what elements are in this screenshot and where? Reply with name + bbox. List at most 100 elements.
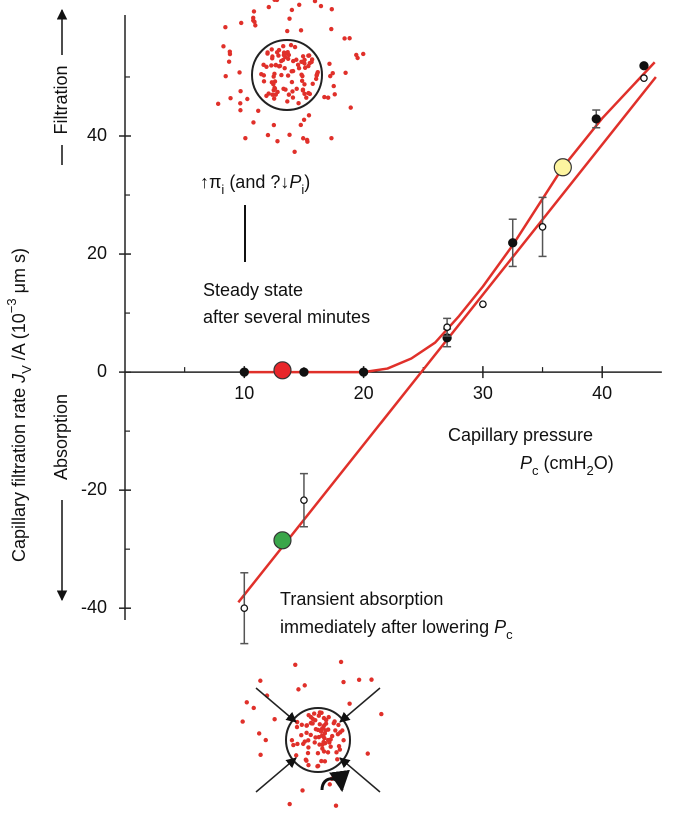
open-point (538, 223, 547, 231)
particle (281, 52, 287, 58)
filtration-label: Filtration (51, 65, 71, 134)
particle (293, 662, 298, 667)
label-part: ↑π (200, 172, 221, 192)
particle (299, 722, 305, 727)
label-part: (and ?↓ (224, 172, 289, 192)
particle (296, 101, 301, 106)
particle (305, 750, 311, 756)
particle (221, 44, 226, 49)
particle (261, 73, 267, 78)
particle (302, 91, 307, 97)
particle (299, 78, 305, 84)
particle (294, 86, 299, 92)
particle (326, 714, 331, 720)
transient-label: immediately after lowering Pc (280, 617, 513, 642)
absorption-label: Absorption (51, 394, 71, 480)
y-tick-label: -40 (81, 597, 107, 617)
particle (300, 136, 306, 141)
particle (285, 73, 291, 78)
particle (313, 76, 319, 82)
particle (245, 96, 250, 102)
particle (336, 743, 342, 749)
particle (273, 62, 279, 68)
particle (309, 57, 315, 62)
particle (290, 89, 295, 94)
particle (277, 63, 283, 69)
particle (263, 737, 268, 743)
x-axis-label: Pc (cmH2O) (520, 453, 614, 478)
particle (276, 53, 281, 58)
particle (300, 741, 306, 747)
x-tick-label: 20 (354, 383, 374, 403)
particle (251, 15, 256, 21)
particle (274, 0, 280, 3)
particle (311, 711, 317, 716)
return-arrow (320, 769, 350, 793)
particle (340, 728, 345, 733)
particle (298, 122, 304, 128)
particle (321, 715, 327, 721)
particle (365, 751, 370, 756)
particle (292, 44, 298, 50)
particle (306, 53, 311, 58)
open-point (640, 74, 648, 83)
particle (266, 4, 272, 10)
particle (312, 740, 317, 745)
open-point (240, 604, 249, 613)
label-part: −3 (4, 298, 19, 313)
particle (276, 47, 282, 53)
particle (322, 759, 328, 764)
y-tick-label: 0 (97, 361, 107, 381)
particle (223, 73, 228, 79)
particle (302, 683, 307, 688)
particle (315, 764, 320, 769)
particle (270, 56, 275, 61)
particle (251, 120, 256, 125)
particle (292, 149, 297, 155)
particle (271, 96, 277, 101)
filled-point (591, 114, 601, 124)
particle (301, 117, 307, 122)
flow-arrow (255, 687, 297, 723)
particle (271, 74, 276, 79)
particle (279, 58, 284, 64)
particle (287, 801, 292, 807)
particle (256, 108, 261, 113)
particle (327, 61, 332, 66)
label-part: c (532, 463, 539, 478)
particle (253, 23, 258, 28)
particle (226, 59, 232, 64)
particle (317, 722, 322, 727)
flow-arrow (339, 757, 381, 793)
particle (337, 747, 343, 752)
y-tick-label: 20 (87, 243, 107, 263)
decor (215, 0, 384, 808)
particle (304, 758, 309, 763)
particle (330, 71, 335, 76)
particle (294, 57, 299, 62)
particle (265, 132, 271, 138)
particle (319, 758, 324, 764)
particle (329, 733, 335, 739)
particle (285, 28, 290, 34)
label-part: P (494, 617, 506, 637)
label-part: 2 (587, 463, 594, 478)
particle (265, 51, 270, 56)
open-point (479, 300, 487, 309)
particle (343, 70, 348, 75)
particle (272, 717, 277, 722)
filled-point (299, 367, 309, 377)
particle (328, 73, 333, 79)
particle (270, 92, 275, 97)
particle (271, 122, 277, 128)
highlight-point (273, 531, 292, 550)
annotation-top: ↑πi (and ?↓Pi) (200, 172, 310, 197)
particle (317, 710, 323, 715)
particle (327, 782, 332, 787)
particle (304, 95, 309, 100)
particle (283, 87, 288, 92)
particle (296, 65, 302, 71)
filled-point (639, 61, 649, 71)
particle (361, 51, 366, 57)
particle (319, 726, 324, 732)
